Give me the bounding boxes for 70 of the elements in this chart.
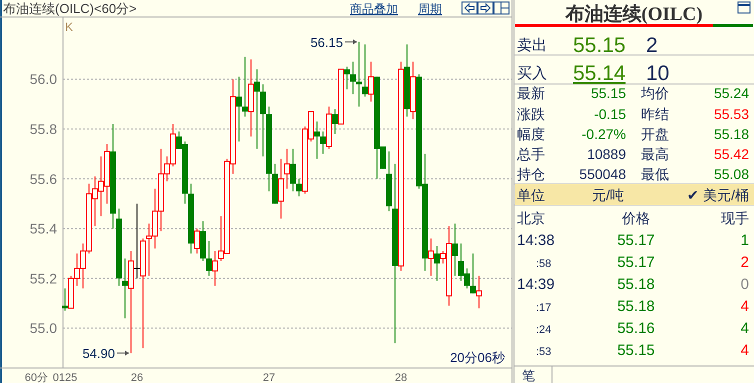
text: 最低 (641, 166, 669, 182)
text: 550048 (579, 166, 626, 182)
x-tick-label: 28 (394, 372, 408, 383)
text: 北京 (517, 210, 545, 226)
text: 10 (646, 62, 670, 85)
text: -0.15 (594, 106, 626, 122)
text: 卖出 (517, 37, 547, 54)
text: 10889 (587, 146, 626, 162)
x-tick-label: 26 (130, 372, 144, 383)
text: -0.27% (582, 126, 626, 142)
y-tick-label: 55.2 (30, 270, 58, 286)
text: :58 (536, 258, 552, 270)
text: 2 (646, 34, 658, 57)
text: 买入 (517, 65, 547, 82)
y-tick-label: 55.0 (30, 320, 58, 336)
text: 昨结 (641, 106, 669, 122)
text: 55.24 (714, 85, 750, 101)
text: :24 (536, 324, 552, 336)
text: 14:39 (517, 276, 555, 293)
text: 最新 (517, 85, 545, 101)
text: 现手 (721, 210, 749, 226)
text: 55.15 (573, 34, 626, 57)
text: 笔 (522, 368, 535, 383)
text: 2 (740, 254, 749, 271)
text: 均价 (640, 85, 669, 101)
text: 55.08 (714, 166, 750, 182)
text: 55.42 (714, 146, 750, 162)
x-tick-label: 0125 (52, 372, 78, 383)
x-tick-label: 27 (262, 372, 276, 383)
text: 开盘 (641, 126, 669, 142)
text: 4 (740, 320, 749, 337)
text: 55.18 (714, 126, 750, 142)
text: 55.15 (617, 342, 655, 359)
text: 总手 (516, 146, 545, 162)
text: 价格 (621, 210, 650, 226)
y-tick-label: 56.0 (30, 71, 58, 88)
text: 元/吨 (592, 187, 624, 203)
annotation: 56.15 (310, 34, 343, 50)
text: 60分 (24, 372, 48, 383)
text: 55.17 (617, 232, 655, 249)
annotation: 54.90 (82, 346, 115, 362)
text: 持仓 (517, 166, 545, 182)
text: :17 (536, 302, 552, 314)
text: ✔ 美元/桶 (687, 187, 749, 203)
y-tick-label: 55.4 (30, 220, 58, 237)
annotation: 20分06秒 (450, 350, 505, 365)
text: 55.15 (590, 85, 626, 101)
text: 布油连续(OILC) (564, 3, 703, 25)
text: 商品叠加 (350, 2, 398, 16)
text: 14:38 (517, 232, 555, 249)
text: 幅度 (517, 126, 545, 142)
text: 55.18 (617, 298, 655, 315)
y-tick-label: 55.8 (30, 121, 58, 138)
text: 55.17 (617, 254, 655, 271)
text: 4 (740, 298, 749, 315)
text: 0 (740, 276, 749, 293)
text: 最高 (641, 146, 669, 162)
text: 55.16 (617, 320, 655, 337)
text: 55.53 (714, 106, 750, 122)
annotation: K (65, 20, 74, 34)
text: 涨跌 (517, 106, 545, 122)
text: 55.18 (617, 276, 655, 293)
text: 1 (740, 232, 749, 249)
y-tick-label: 55.6 (30, 170, 58, 187)
text: 55.14 (573, 62, 626, 85)
text: 4 (740, 342, 749, 359)
text: :53 (536, 346, 552, 358)
text: 周期 (418, 2, 442, 16)
text: 单位 (517, 187, 545, 203)
chart-title: 布油连续(OILC)<60分> (3, 1, 137, 16)
